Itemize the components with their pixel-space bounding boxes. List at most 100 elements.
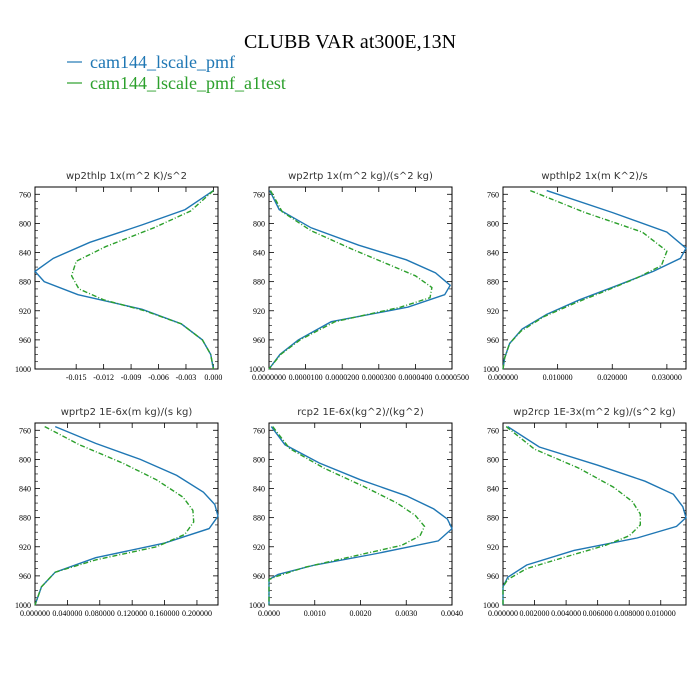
y-tick-label: 800 [253,455,265,464]
panel-1: wp2thlp 1x(m^2 K)/s^2 760 800 840 880 920 960 1… [15,171,222,382]
legend-label-2: cam144_lscale_pmf_a1test [90,73,286,93]
y-tick-label: 920 [487,307,499,316]
x-tick-label: 0.200000 [182,609,212,618]
series-line-2 [502,189,668,370]
plot-frame [502,422,687,606]
x-tick-label: 0.040000 [52,609,82,618]
legend-label-1: cam144_lscale_pmf [90,52,235,72]
x-tick-label: 0.0000400 [398,373,432,382]
y-tick-label: 800 [19,455,31,464]
panel-title: wp2thlp 1x(m^2 K)/s^2 [66,171,187,182]
y-tick-label: 920 [19,307,31,316]
x-tick-label: 0.0000000 [252,373,286,382]
figure-title: CLUBB VAR at300E,13N [244,31,456,53]
panel-6: wp2rcp 1E-3x(m^2 kg)/(s^2 kg) 760 800 840 88… [483,407,687,618]
x-tick-label: 0.000 [204,373,222,382]
series-line-2 [502,426,641,605]
x-tick-label: 0.080000 [85,609,115,618]
y-tick-label: 920 [253,543,265,552]
x-tick-label: 0.008000 [614,609,644,618]
y-tick-label: 1000 [249,601,265,610]
series-line-1 [33,190,215,370]
panel-title: wprtp2 1E-6x(m kg)/(s kg) [61,407,193,418]
y-tick-label: 1000 [15,601,31,610]
y-tick-label: 840 [487,249,499,258]
y-tick-label: 840 [253,249,265,258]
y-tick-label: 920 [253,307,265,316]
legend: cam144_lscale_pmf cam144_lscale_pmf_a1te… [67,52,286,93]
x-tick-label: 0.0000 [258,609,280,618]
y-tick-label: 760 [253,426,265,435]
x-tick-label: 0.000000 [488,609,518,618]
panel-4: wprtp2 1E-6x(m kg)/(s kg) 760 800 840 880 920… [15,407,219,618]
y-tick-label: 880 [19,278,31,287]
y-tick-label: 920 [19,543,31,552]
x-tick-label: 0.002000 [520,609,550,618]
x-tick-label: -0.015 [66,373,87,382]
plot-frame [502,186,687,370]
x-tick-label: -0.012 [93,373,114,382]
y-tick-label: 960 [253,336,265,345]
x-tick-label: 0.004000 [551,609,581,618]
x-tick-label: -0.009 [121,373,142,382]
series-line-2 [268,426,426,605]
series-line-2 [34,425,195,606]
y-tick-label: 1000 [483,601,499,610]
x-tick-label: 0.020000 [597,373,627,382]
y-tick-label: 960 [19,336,31,345]
x-tick-label: 0.0000100 [289,373,323,382]
panel-title: wpthlp2 1x(m K^2)/s [541,171,647,182]
x-tick-label: 0.0020 [350,609,372,618]
y-tick-label: 840 [19,485,31,494]
y-tick-label: 880 [19,514,31,523]
x-tick-label: 0.120000 [117,609,147,618]
series-line-1 [268,190,452,370]
y-tick-label: 760 [487,190,499,199]
series-line-1 [502,189,687,370]
series-line-2 [70,190,215,370]
y-tick-label: 800 [19,219,31,228]
x-tick-label: 0.0000300 [362,373,396,382]
y-tick-label: 1000 [483,365,499,374]
x-tick-label: -0.006 [148,373,169,382]
y-tick-label: 800 [487,455,499,464]
series-line-1 [502,426,687,605]
series-line-2 [268,190,433,370]
y-tick-label: 1000 [249,365,265,374]
y-tick-label: 960 [487,336,499,345]
x-tick-label: 0.010000 [646,609,676,618]
x-tick-label: 0.0040 [441,609,463,618]
y-tick-label: 840 [253,485,265,494]
x-tick-label: 0.0000200 [325,373,359,382]
y-tick-label: 760 [487,426,499,435]
y-tick-label: 760 [253,190,265,199]
y-tick-label: 880 [487,514,499,523]
x-tick-label: 0.0000500 [435,373,469,382]
y-tick-label: 760 [19,426,31,435]
series-line-1 [268,426,453,605]
y-tick-label: 840 [487,485,499,494]
y-tick-label: 880 [487,278,499,287]
y-tick-label: 800 [253,219,265,228]
y-tick-label: 960 [487,572,499,581]
y-tick-label: 800 [487,219,499,228]
y-tick-label: 960 [253,572,265,581]
x-tick-label: 0.006000 [583,609,613,618]
x-tick-label: -0.003 [176,373,197,382]
panel-title: wp2rtp 1x(m^2 kg)/(s^2 kg) [288,171,433,182]
panel-3: wpthlp2 1x(m K^2)/s 760 800 840 880 920 960 100… [483,171,687,382]
x-tick-label: 0.0030 [395,609,417,618]
y-tick-label: 1000 [15,365,31,374]
x-tick-label: 0.000000 [488,373,518,382]
y-tick-label: 760 [19,190,31,199]
x-tick-label: 0.010000 [543,373,573,382]
x-tick-label: 0.000000 [20,609,50,618]
y-tick-label: 840 [19,249,31,258]
plot-frame [34,186,219,370]
y-tick-label: 920 [487,543,499,552]
plot-frame [268,186,453,370]
panel-2: wp2rtp 1x(m^2 kg)/(s^2 kg) 760 800 840 880 92… [249,171,469,382]
series-line-1 [34,425,219,606]
y-tick-label: 880 [253,514,265,523]
